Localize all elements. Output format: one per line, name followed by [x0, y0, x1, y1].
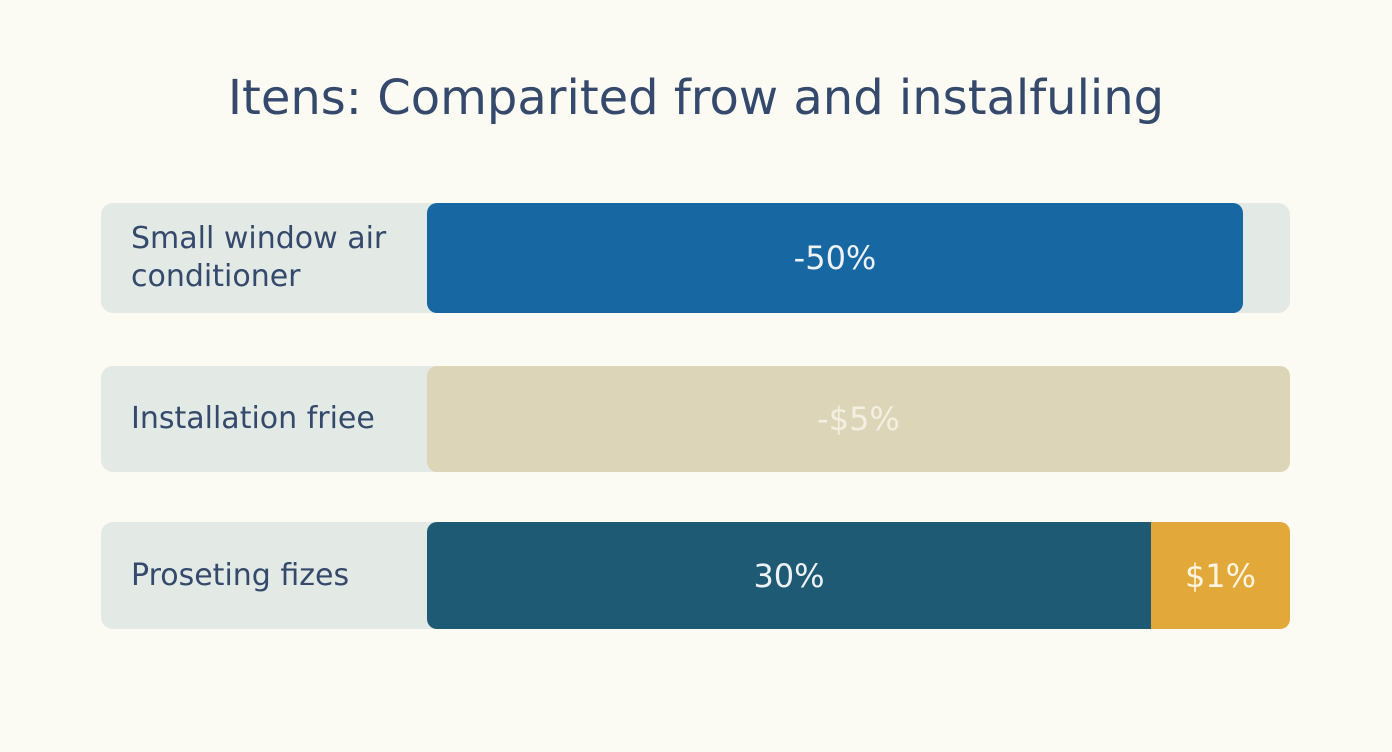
- row: Small window air conditioner -50%: [101, 203, 1290, 313]
- bar-segment: $1%: [1151, 522, 1290, 629]
- row-label: Installation friee: [131, 401, 375, 436]
- title: Itens: Comparited frow and instalfuling: [227, 70, 1165, 126]
- bar-segment: -50%: [427, 203, 1243, 313]
- row-label: Small window air conditioner: [131, 221, 387, 294]
- row: Proseting fizes 30% $1%: [101, 522, 1290, 629]
- row: Installation friee -$5%: [101, 366, 1290, 472]
- row-label: Proseting fizes: [131, 557, 350, 593]
- bar-segment: 30%: [427, 522, 1151, 629]
- bar-segment: -$5%: [427, 366, 1290, 472]
